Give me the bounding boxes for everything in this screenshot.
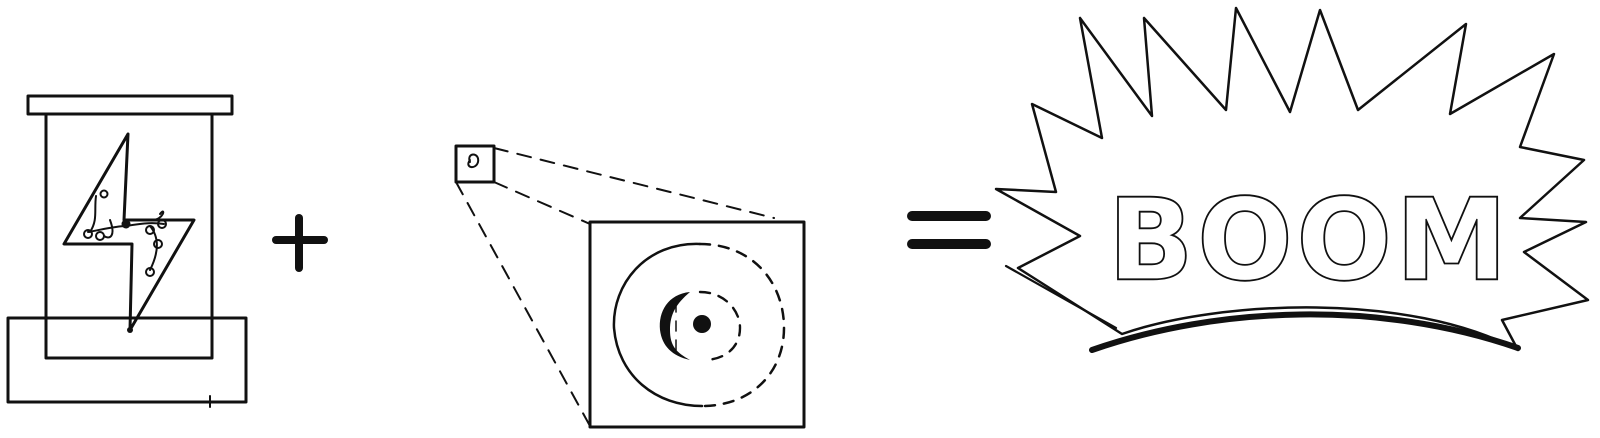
explosion-bubble-icon	[994, 6, 1590, 353]
plus-icon	[272, 214, 328, 272]
equals-icon	[907, 211, 991, 249]
boom-text: BOOM	[1108, 176, 1511, 306]
power-box-icon	[6, 94, 248, 408]
boom-text-outline: BOOM	[1108, 176, 1511, 306]
detonator-zoom-icon	[454, 144, 806, 429]
